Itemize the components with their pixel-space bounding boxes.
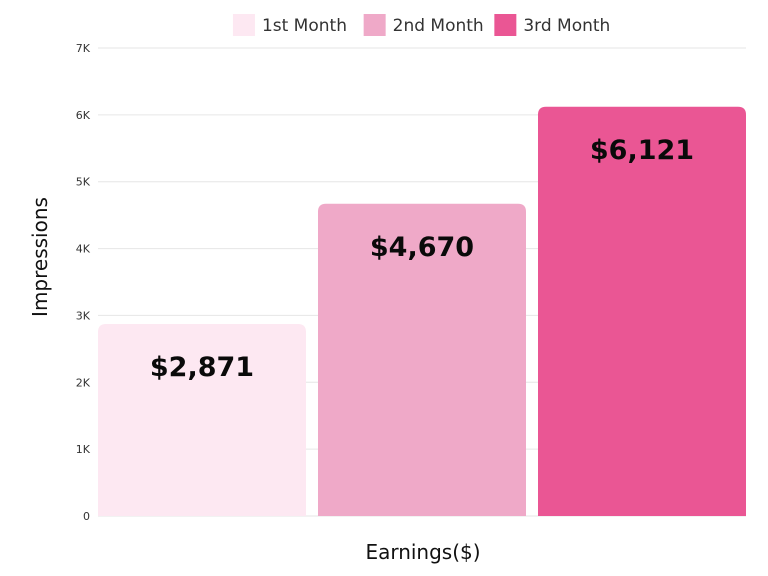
x-axis-title: Earnings($) [365,540,480,564]
legend: 1st Month 2nd Month 3rd Month [232,14,610,36]
y-axis-ticks: 0 1K 2K 3K 4K 5K 6K 7K [76,42,91,523]
bar-value-label: $6,121 [590,135,694,166]
y-tick-label: 3K [76,309,91,322]
bar-2 [318,203,526,516]
y-axis-title: Impressions [28,197,52,317]
bars [98,106,746,516]
legend-label: 2nd Month [393,16,484,36]
y-tick-label: 5K [76,176,91,189]
y-tick-label: 0 [83,510,90,523]
bar-value-label: $4,670 [370,232,474,263]
legend-swatch-1 [232,14,255,36]
legend-label: 3rd Month [523,16,610,36]
bar-3 [538,106,746,516]
legend-label: 1st Month [262,16,347,36]
y-tick-label: 1K [76,443,91,456]
y-tick-label: 2K [76,376,91,389]
y-tick-label: 7K [76,42,91,55]
y-tick-label: 4K [76,243,91,256]
y-tick-label: 6K [76,109,91,122]
legend-swatch-2 [363,14,386,36]
data-labels: $2,871 $4,670 $6,121 [150,135,694,383]
bar-value-label: $2,871 [150,352,254,383]
legend-swatch-3 [494,14,517,36]
bar-1 [98,324,306,516]
